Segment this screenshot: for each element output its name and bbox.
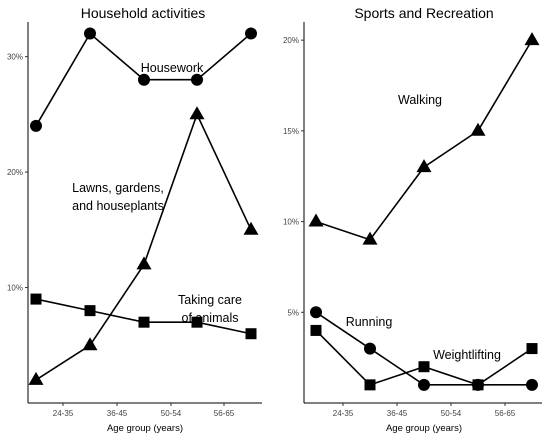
panel-1-annotation-label: and houseplants [72, 199, 164, 213]
panel-2-series-running-point [310, 306, 322, 319]
panel-2-series-walking-point [524, 32, 540, 46]
panel-2-series-walking-point [308, 213, 324, 227]
panel-1-series-lawns-gardens-and-houseplants-point [189, 106, 205, 120]
panel-1-series-taking-care-of-animals-point [84, 305, 96, 317]
panel-2-series-weightlifting-point [310, 324, 322, 336]
panel-2-x-axis-label: Age group (years) [386, 423, 462, 434]
panel-1-y-tick-label: 20% [7, 168, 23, 177]
panel-2-x-tick-label: 24-35 [333, 409, 354, 418]
panel-1-series-housework-point [191, 73, 203, 86]
panel-2-x-tick-label: 50-54 [441, 409, 462, 418]
panel-1-x-tick-label: 36-45 [107, 409, 128, 418]
panel-1-series-taking-care-of-animals-point [245, 328, 257, 340]
panel-1-series-housework-point [84, 27, 96, 40]
panel-2-series-walking-point [362, 231, 378, 245]
panel-1-series-lawns-gardens-and-houseplants-point [28, 371, 44, 385]
panel-2-y-tick-label: 15% [283, 127, 299, 136]
panel-1-series-lawns-gardens-and-houseplants-point [82, 337, 98, 351]
panel-1-title: Household activities [81, 5, 206, 21]
panel-2-annotation-label: Running [346, 315, 393, 329]
panel-2-series-weightlifting-point [472, 379, 484, 391]
panel-2-series-running-point [364, 342, 376, 355]
panel-2-series-running-point [418, 378, 430, 391]
panel-2-series-weightlifting-point [526, 343, 538, 355]
panel-1-series-housework-point [245, 27, 257, 40]
panel-1-x-tick-label: 50-54 [161, 409, 182, 418]
panel-2-series-walking-line [315, 39, 533, 241]
panel-1-x-axis-label: Age group (years) [107, 423, 183, 434]
panel-1-series-taking-care-of-animals-point [30, 293, 42, 305]
panel-1-annotation-label: of animals [182, 311, 239, 325]
panel-2-series-weightlifting-point [364, 379, 376, 391]
panel-2-x-tick-label: 36-45 [387, 409, 408, 418]
panel-2-y-tick-label: 5% [287, 308, 299, 317]
panel-2-y-tick-label: 20% [283, 36, 299, 45]
panel-1-x-tick-label: 24-35 [53, 409, 74, 418]
panel-2-series-walking-point [416, 159, 432, 173]
panel-1-x-tick-label: 56-65 [214, 409, 235, 418]
panel-2-y-tick-label: 10% [283, 218, 299, 227]
panel-2-annotation-label: Walking [398, 93, 442, 107]
panel-1-y-tick-label: 30% [7, 53, 23, 62]
panel-1-series-lawns-gardens-and-houseplants-point [243, 221, 259, 235]
panel-1-y-tick-label: 10% [7, 284, 23, 293]
panel-2-x-tick-label: 56-65 [495, 409, 516, 418]
panel-1-annotation-label: Housework [141, 61, 204, 75]
panel-2-annotation-label: Weightlifting [433, 348, 501, 362]
panel-2-series-running-point [526, 378, 538, 391]
panel-1-annotation-label: Taking care [178, 293, 242, 307]
panel-1-series-taking-care-of-animals-point [138, 316, 150, 328]
panel-1-series-housework-point [30, 119, 42, 132]
panel-1-series-taking-care-of-animals-point [191, 316, 203, 328]
panel-1-series-housework-point [138, 73, 150, 86]
panel-2-series-walking-point [470, 122, 486, 136]
panel-1-series-lawns-gardens-and-houseplants-line [35, 112, 252, 381]
panel-1-annotation-label: Lawns, gardens, [72, 181, 164, 195]
panel-2-title: Sports and Recreation [354, 5, 493, 21]
panel-1-series-lawns-gardens-and-houseplants-point [136, 256, 152, 270]
panel-2-series-weightlifting-point [418, 361, 430, 373]
